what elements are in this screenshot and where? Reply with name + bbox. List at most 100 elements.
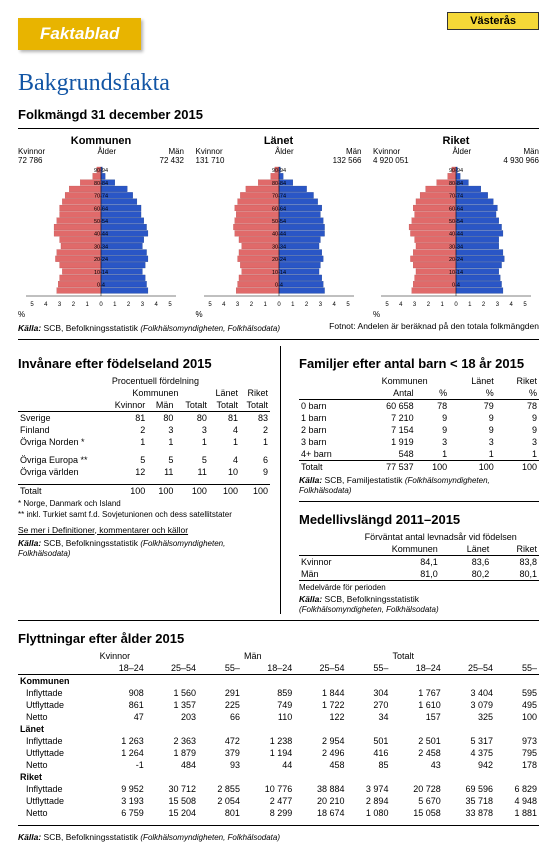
svg-text:80-84: 80-84 xyxy=(271,181,285,187)
svg-text:0-4: 0-4 xyxy=(452,282,460,288)
man-count: 4 930 966 xyxy=(503,156,539,165)
pyramid-title: Riket xyxy=(373,135,539,147)
moves-source: Källa: SCB, Befolkningsstatistik (Folkhä… xyxy=(18,832,539,842)
kvinnor-label: Kvinnor xyxy=(196,147,223,156)
birth-note2: ** inkl. Turkiet samt f.d. Sovjetunionen… xyxy=(18,510,270,519)
page-title: Bakgrundsfakta xyxy=(18,70,539,97)
pyramids-title: Folkmängd 31 december 2015 xyxy=(18,107,539,122)
table-row: 1 barn7 210999 xyxy=(299,412,539,424)
divider xyxy=(18,620,539,621)
table-row: 0 barn60 658787978 xyxy=(299,400,539,413)
divider xyxy=(299,501,539,502)
svg-text:1: 1 xyxy=(113,302,117,308)
table-group: Kommunen xyxy=(18,675,539,688)
svg-text:2: 2 xyxy=(427,302,431,308)
pyramid-chart: 01122334455 90-9480-8470-7460-6450-5440-… xyxy=(373,165,539,310)
svg-text:5: 5 xyxy=(30,302,34,308)
svg-text:4: 4 xyxy=(332,302,336,308)
man-count: 72 432 xyxy=(160,156,184,165)
svg-text:4: 4 xyxy=(222,302,226,308)
moves-title: Flyttningar efter ålder 2015 xyxy=(18,631,539,646)
table-row: Netto-148493444588543942178 xyxy=(18,759,539,771)
svg-text:2: 2 xyxy=(304,302,308,308)
families-title: Familjer efter antal barn < 18 år 2015 xyxy=(299,356,539,371)
table-row: Inflyttade1 2632 3634721 2382 9545012 50… xyxy=(18,735,539,747)
region-badge: Västerås xyxy=(447,12,539,30)
man-label: Män xyxy=(346,147,362,156)
svg-text:80-84: 80-84 xyxy=(449,181,463,187)
life-table: Förväntat antal levnadsår vid födelsen K… xyxy=(299,531,539,581)
table-row: Övriga Europa **55546 xyxy=(18,454,270,466)
svg-text:30-34: 30-34 xyxy=(271,244,285,250)
svg-text:3: 3 xyxy=(235,302,239,308)
pyramids-row: Kommunen KvinnorÅlderMän 72 78672 432 01… xyxy=(18,135,539,319)
table-row: 2 barn7 154999 xyxy=(299,424,539,436)
svg-text:4: 4 xyxy=(399,302,403,308)
families-source: Källa: SCB, Familjestatistik (Folkhälsom… xyxy=(299,475,539,495)
svg-text:10-14: 10-14 xyxy=(449,270,463,276)
table-row: Netto472036611012234157325100 xyxy=(18,711,539,723)
table-row: Övriga världen121111109 xyxy=(18,466,270,478)
svg-text:4: 4 xyxy=(510,302,514,308)
divider xyxy=(18,339,539,340)
svg-text:3: 3 xyxy=(496,302,500,308)
table-row: Kvinnor84,183,683,8 xyxy=(299,556,539,569)
svg-text:20-24: 20-24 xyxy=(271,257,285,263)
svg-text:50-54: 50-54 xyxy=(94,219,108,225)
alder-label: Ålder xyxy=(400,147,523,156)
svg-text:10-14: 10-14 xyxy=(94,270,108,276)
svg-text:5: 5 xyxy=(385,302,389,308)
divider xyxy=(18,825,539,826)
pyramid-chart: 01122334455 90-9480-8470-7460-6450-5440-… xyxy=(196,165,362,310)
table-row: Utflyttade1 2641 8793791 1942 4964162 45… xyxy=(18,747,539,759)
life-source: Källa: SCB, Befolkningsstatistik (Folkhä… xyxy=(299,594,539,614)
svg-text:0: 0 xyxy=(277,302,281,308)
svg-text:3: 3 xyxy=(58,302,62,308)
birth-note1: * Norge, Danmark och Island xyxy=(18,499,270,508)
table-group: Länet xyxy=(18,723,539,735)
svg-text:50-54: 50-54 xyxy=(271,219,285,225)
svg-text:60-64: 60-64 xyxy=(271,206,285,212)
kvinnor-label: Kvinnor xyxy=(373,147,400,156)
svg-text:2: 2 xyxy=(482,302,486,308)
svg-text:2: 2 xyxy=(249,302,253,308)
man-label: Män xyxy=(523,147,539,156)
svg-text:5: 5 xyxy=(346,302,350,308)
svg-text:1: 1 xyxy=(468,302,472,308)
table-row: Netto6 75915 2048018 29918 6741 08015 05… xyxy=(18,807,539,819)
svg-text:20-24: 20-24 xyxy=(94,257,108,263)
svg-text:0-4: 0-4 xyxy=(275,282,283,288)
svg-text:1: 1 xyxy=(263,302,267,308)
svg-text:40-44: 40-44 xyxy=(271,232,285,238)
svg-text:1: 1 xyxy=(291,302,295,308)
svg-text:40-44: 40-44 xyxy=(94,232,108,238)
svg-text:70-74: 70-74 xyxy=(449,194,463,200)
svg-text:50-54: 50-54 xyxy=(449,219,463,225)
svg-text:90-94: 90-94 xyxy=(271,168,285,174)
table-row: Inflyttade9 95230 7122 85510 77638 8843 … xyxy=(18,783,539,795)
table-row: Övriga Norden *11111 xyxy=(18,436,270,448)
svg-text:70-74: 70-74 xyxy=(94,194,108,200)
table-row: Finland23342 xyxy=(18,424,270,436)
svg-text:3: 3 xyxy=(318,302,322,308)
table-group: Riket xyxy=(18,771,539,783)
svg-text:0: 0 xyxy=(99,302,103,308)
pct-label: % xyxy=(373,310,539,319)
table-row: Utflyttade8611 3572257491 7222701 6103 0… xyxy=(18,699,539,711)
definitions-link[interactable]: Se mer i Definitioner, kommentarer och k… xyxy=(18,525,188,535)
pyramids-footnote: Fotnot: Andelen är beräknad på den total… xyxy=(329,321,539,331)
svg-text:5: 5 xyxy=(523,302,527,308)
pct-label: % xyxy=(196,310,362,319)
faktablad-badge: Faktablad xyxy=(18,18,141,50)
table-row: Män81,080,280,1 xyxy=(299,568,539,581)
svg-text:0-4: 0-4 xyxy=(97,282,105,288)
kvinnor-count: 4 920 051 xyxy=(373,156,409,165)
kvinnor-count: 131 710 xyxy=(196,156,225,165)
svg-text:2: 2 xyxy=(72,302,76,308)
svg-text:0: 0 xyxy=(454,302,458,308)
table-row: 4+ barn548111 xyxy=(299,448,539,461)
svg-text:20-24: 20-24 xyxy=(449,257,463,263)
svg-text:10-14: 10-14 xyxy=(271,270,285,276)
pyramids-source: Källa: SCB, Befolkningsstatistik (Folkhä… xyxy=(18,323,280,333)
life-note: Medelvärde för perioden xyxy=(299,583,539,592)
